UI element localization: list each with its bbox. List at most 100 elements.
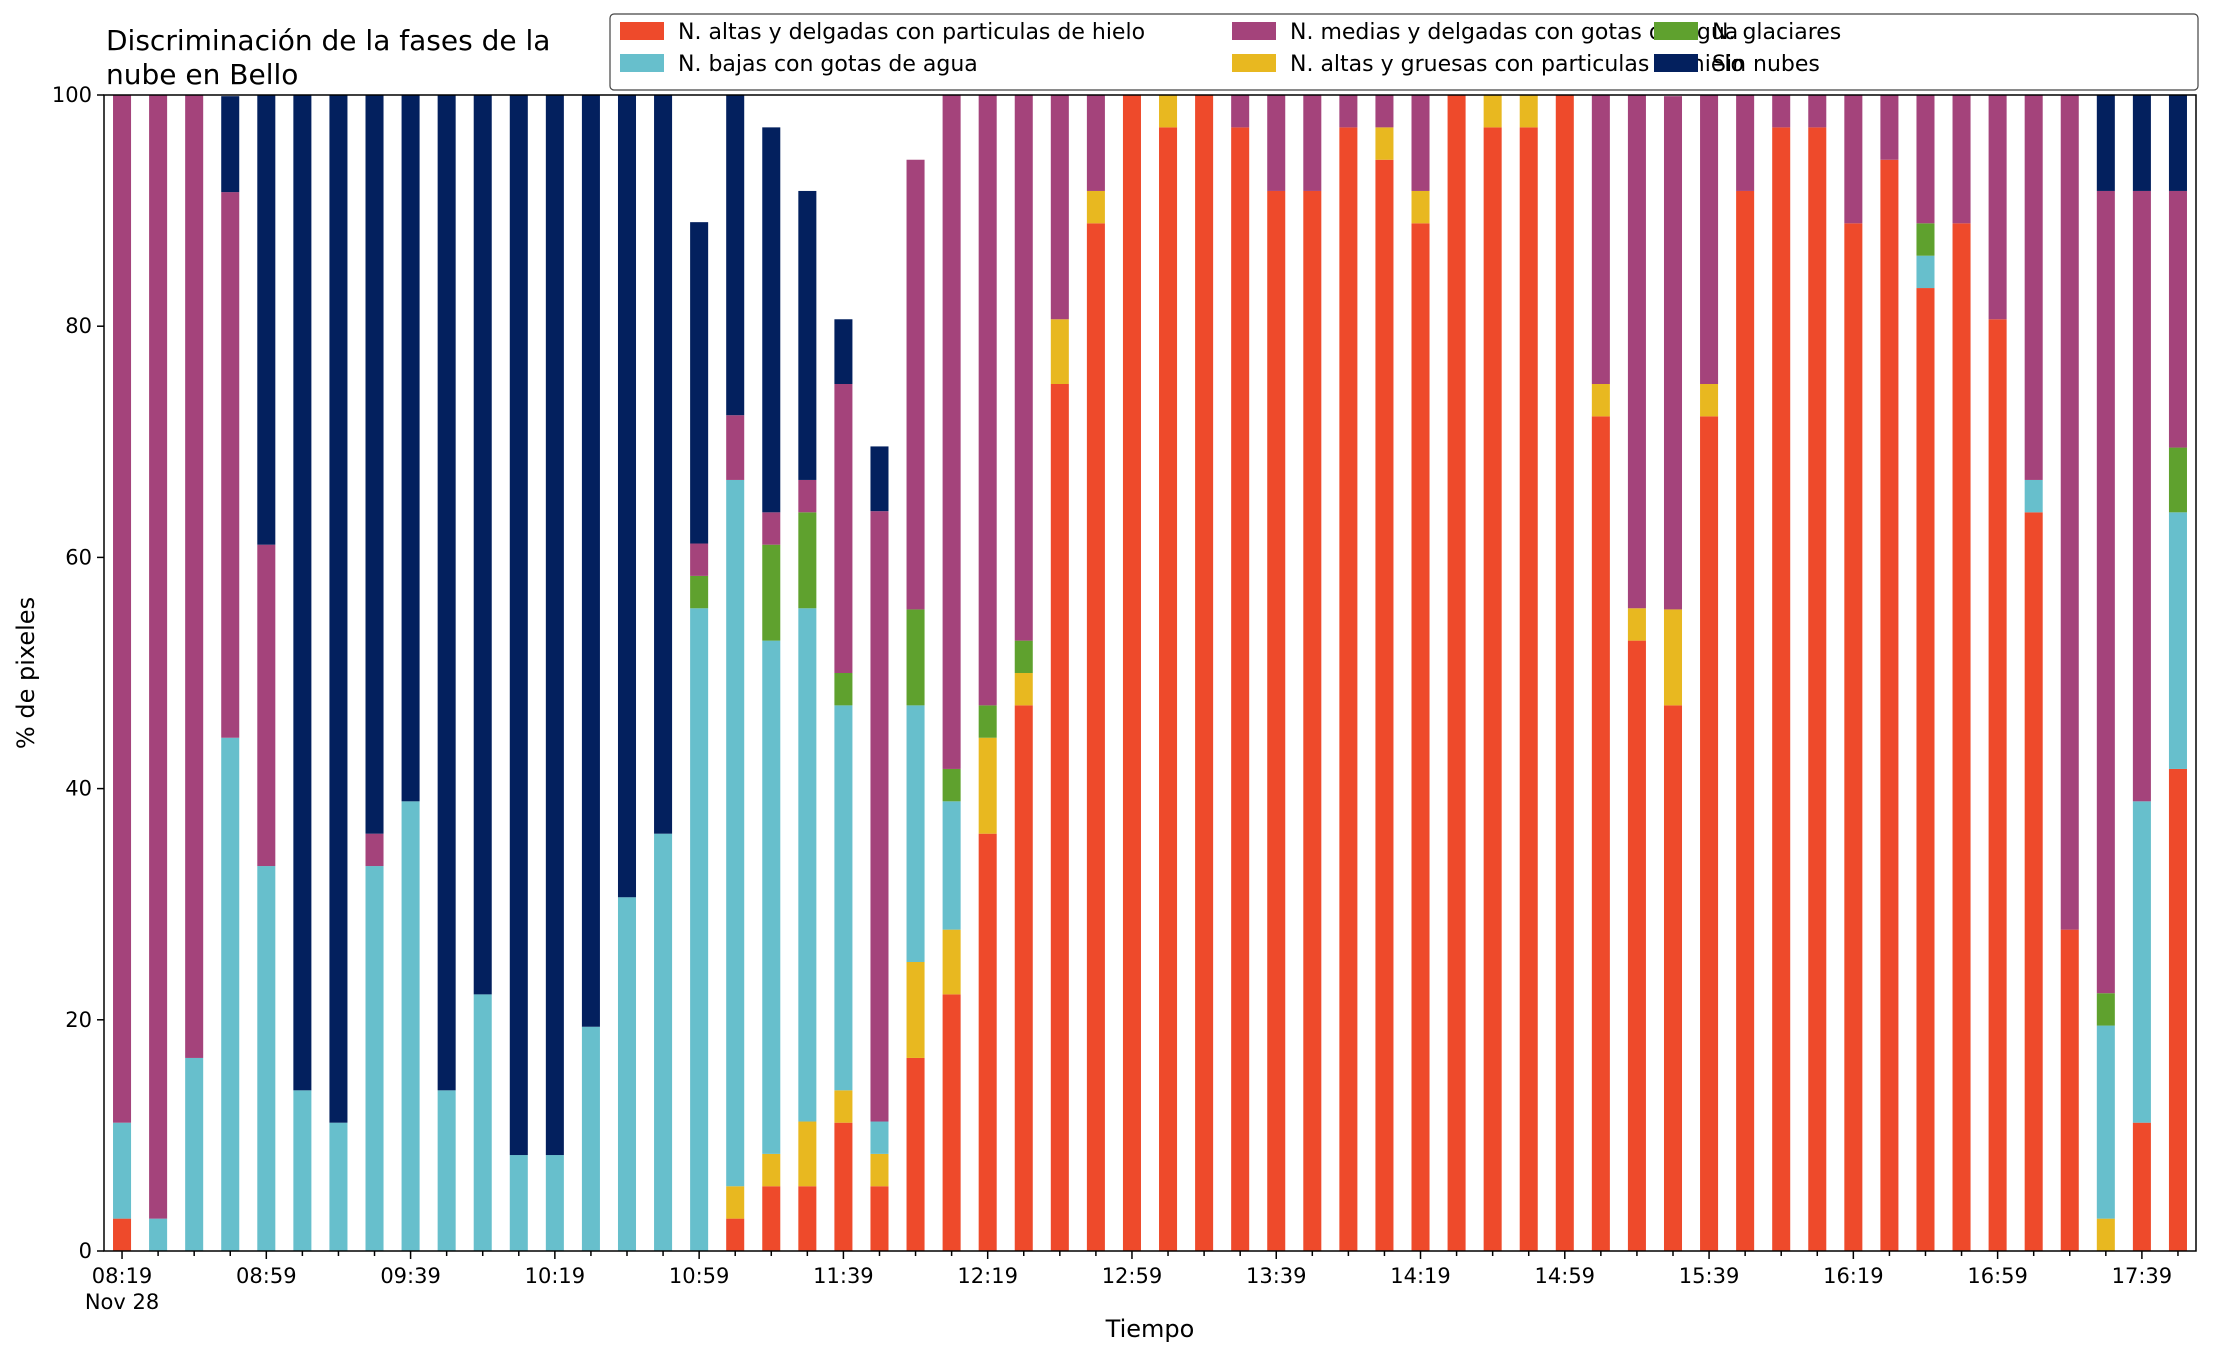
- legend-entry-label: N. altas y delgadas con particulas de hi…: [678, 20, 1145, 45]
- bar-segment: [1050, 384, 1069, 1251]
- bar-segment: [149, 1218, 168, 1251]
- bar-segment: [654, 833, 673, 1251]
- bar-segment: [2132, 1122, 2151, 1251]
- bar-segment: [906, 1057, 925, 1251]
- bar-segment: [1916, 255, 1935, 289]
- x-tick-label: 10:19: [525, 1264, 586, 1288]
- bar-segment: [293, 1090, 312, 1251]
- bar-segment: [1303, 95, 1322, 191]
- bar-segment: [942, 801, 961, 930]
- bar-segment: [2168, 95, 2187, 191]
- x-tick-label: 12:19: [957, 1264, 1018, 1288]
- bar-segment: [257, 866, 276, 1251]
- bar-segment: [690, 608, 709, 1251]
- bar-segment: [978, 833, 997, 1251]
- bar-segment: [2132, 95, 2151, 191]
- bar-segment: [762, 544, 781, 641]
- bar-segment: [762, 512, 781, 545]
- bar-segment: [1519, 127, 1538, 1252]
- x-tick-label: 16:19: [1823, 1264, 1884, 1288]
- bar-segment: [798, 1186, 817, 1251]
- bar-segment: [365, 833, 384, 867]
- bar-segment: [2096, 95, 2115, 191]
- bar-segment: [834, 384, 853, 673]
- bar-segment: [2168, 190, 2187, 448]
- legend-entry-label: Sin nubes: [1712, 52, 1820, 77]
- bar-segment: [437, 95, 456, 1091]
- legend-entry-label: N. bajas con gotas de agua: [678, 52, 978, 77]
- chart-title-line: Discriminación de la fases de la: [106, 24, 550, 57]
- bar-segment: [1086, 190, 1105, 224]
- bar-segment: [365, 95, 384, 834]
- bar-segment: [401, 95, 420, 802]
- bar-segment: [1736, 95, 1755, 191]
- bar-segment: [978, 95, 997, 706]
- bar-segment: [762, 127, 781, 513]
- x-tick-label: 17:39: [2112, 1264, 2173, 1288]
- legend-swatch: [1232, 22, 1276, 40]
- bar-segment: [1014, 95, 1033, 641]
- bar-segment: [2024, 479, 2043, 513]
- bar-segment: [726, 95, 745, 416]
- bar-segment: [509, 95, 528, 1156]
- bar-segment: [1880, 159, 1899, 1252]
- bar-segment: [1808, 127, 1827, 1252]
- bar-segment: [113, 95, 132, 1123]
- bar-segment: [906, 962, 925, 1058]
- legend: N. altas y delgadas con particulas de hi…: [609, 13, 2199, 91]
- bar-segment: [762, 1186, 781, 1251]
- bar-segment: [473, 95, 492, 995]
- bar-segment: [1086, 223, 1105, 1251]
- bar-segment: [221, 737, 240, 1251]
- bar-segment: [1700, 384, 1719, 417]
- bar-segment: [2024, 95, 2043, 480]
- bar-segment: [1447, 95, 1466, 1251]
- bar-segment: [1591, 95, 1610, 384]
- bar-segment: [329, 95, 348, 1123]
- bar-segment: [2132, 190, 2151, 802]
- bar-segment: [762, 1153, 781, 1187]
- bar-segment: [1375, 159, 1394, 1252]
- bar-segment: [978, 737, 997, 834]
- plot-frame: [103, 94, 2197, 1252]
- bar-segment: [1916, 223, 1935, 256]
- legend-swatch: [1654, 54, 1698, 72]
- x-tick-label: 10:59: [669, 1264, 730, 1288]
- bar-segment: [1627, 640, 1646, 1251]
- bar-segment: [2096, 1025, 2115, 1219]
- bar-segment: [654, 95, 673, 834]
- bar-segment: [798, 512, 817, 609]
- bar-segment: [617, 95, 637, 898]
- bar-segment: [1231, 95, 1250, 128]
- bar-segment: [2096, 190, 2115, 994]
- bar-segment: [1808, 95, 1827, 128]
- bar-segment: [2096, 1218, 2115, 1251]
- bar-segment: [1844, 223, 1863, 1251]
- bar-segment: [798, 608, 817, 1122]
- bar-segment: [1086, 95, 1105, 191]
- bar-segment: [1375, 127, 1394, 160]
- bar-segment: [870, 1186, 889, 1251]
- legend-box: [609, 13, 2199, 91]
- bar-segment: [2024, 512, 2043, 1251]
- bar-segment: [1411, 95, 1430, 191]
- bar-segment: [834, 673, 853, 706]
- y-tick-label: 60: [65, 545, 92, 569]
- bar-segment: [1483, 95, 1502, 128]
- x-tick-label: 09:39: [380, 1264, 441, 1288]
- bar-segment: [437, 1090, 456, 1251]
- y-tick-label: 40: [65, 777, 92, 801]
- bar-segment: [1663, 609, 1683, 706]
- bar-segment: [113, 1218, 132, 1251]
- bar-segment: [1159, 95, 1178, 128]
- x-tick-label: 08:59: [236, 1264, 297, 1288]
- bar-segment: [1627, 608, 1646, 641]
- bar-segment: [1880, 95, 1899, 160]
- legend-swatch: [1654, 22, 1698, 40]
- bar-segment: [1050, 319, 1069, 384]
- bar-segment: [1988, 95, 2007, 320]
- bar-segment: [1916, 288, 1935, 1251]
- bar-segment: [942, 768, 961, 802]
